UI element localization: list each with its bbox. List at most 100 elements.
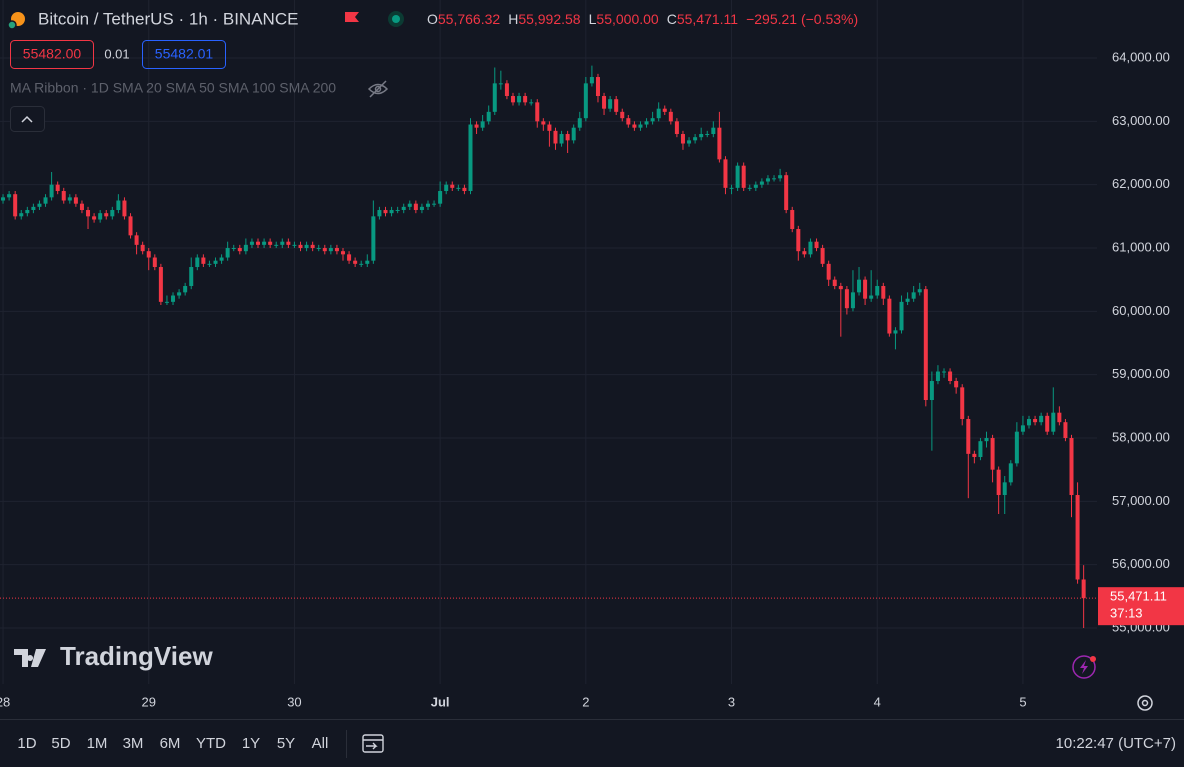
candle-body: [189, 267, 194, 287]
flag-icon[interactable]: [345, 12, 359, 22]
candle-body: [978, 441, 983, 458]
candle-body: [25, 210, 30, 214]
candle-body: [1057, 412, 1062, 423]
candle-body: [49, 184, 54, 198]
candle-body: [371, 216, 376, 261]
candle-body: [711, 127, 716, 135]
candle-body: [917, 289, 922, 293]
candle-body: [893, 330, 898, 334]
candle-body: [116, 200, 121, 211]
candle-body: [213, 260, 218, 264]
candle-body: [523, 96, 528, 103]
alert-bolt: [1080, 660, 1088, 674]
candle-body: [954, 381, 959, 388]
candle-body: [425, 203, 430, 207]
candle-body: [602, 96, 607, 109]
candle-body: [158, 267, 163, 302]
candle-body: [850, 292, 855, 309]
candle-body: [249, 241, 254, 245]
alert-icon[interactable]: [1072, 655, 1096, 679]
buy-box[interactable]: [142, 40, 226, 69]
candle-body: [407, 203, 412, 207]
collapse-button[interactable]: [10, 106, 45, 132]
candle-body: [869, 295, 874, 299]
x-tick-label: 3: [728, 694, 735, 709]
candle-body: [13, 194, 18, 217]
candle-body: [177, 292, 182, 296]
date-range-icon[interactable]: [362, 734, 384, 753]
range-button[interactable]: YTD: [196, 735, 226, 752]
last-price-tag: [1098, 587, 1184, 626]
candle-body: [262, 241, 267, 245]
candle-body: [765, 178, 770, 182]
collapse-icon: [21, 115, 33, 123]
candle-body: [298, 244, 303, 249]
range-button[interactable]: 1Y: [242, 735, 260, 752]
sell-price[interactable]: 55482.00: [23, 46, 82, 62]
candle-body: [152, 257, 157, 268]
range-button[interactable]: 5D: [51, 735, 70, 752]
candle-body: [790, 210, 795, 230]
range-button[interactable]: 1M: [87, 735, 108, 752]
candle-body: [55, 184, 60, 192]
x-tick-label: 29: [142, 694, 156, 709]
range-button[interactable]: 5Y: [277, 735, 295, 752]
candle-body: [984, 438, 989, 442]
candle-body: [510, 96, 515, 103]
candle-body: [717, 127, 722, 160]
ohlc-key: L: [589, 11, 597, 27]
settings-icon[interactable]: [1137, 695, 1153, 711]
candle-body: [7, 194, 12, 198]
candle-body: [413, 203, 418, 211]
candle-body: [650, 118, 655, 122]
candle-body: [146, 251, 151, 258]
ohlc-legend: O55,766.32 H55,992.58 L55,000.00 C55,471.11…: [427, 11, 858, 27]
candle-body: [796, 229, 801, 252]
candle-body: [401, 206, 406, 211]
candle-body: [614, 99, 619, 112]
candle-body: [79, 203, 84, 211]
candle-body: [656, 108, 661, 119]
ohlc-key: H: [508, 11, 518, 27]
candle-body: [571, 127, 576, 141]
candle-body: [741, 165, 746, 188]
candle-body: [438, 191, 443, 204]
candle-body: [529, 102, 534, 104]
candle-body: [1033, 419, 1038, 423]
range-button[interactable]: 3M: [123, 735, 144, 752]
candle-body: [37, 203, 42, 207]
y-tick-label: 63,000.00: [1112, 113, 1170, 128]
indicator[interactable]: MA Ribbon · 1D SMA 20 SMA 50 SMA 100 SMA…: [10, 80, 336, 96]
candle-body: [668, 111, 673, 122]
candle-body: [626, 118, 631, 125]
range-button[interactable]: 1D: [17, 735, 36, 752]
candle-body: [541, 121, 546, 125]
candle-body: [565, 134, 570, 141]
buy-price[interactable]: 55482.01: [155, 46, 214, 62]
range-button[interactable]: 6M: [160, 735, 181, 752]
candle-body: [1039, 415, 1044, 423]
candle-body: [589, 77, 594, 84]
candle-body: [778, 175, 783, 179]
candle-body: [990, 438, 995, 470]
candle-body: [875, 286, 880, 296]
symbol[interactable]: Bitcoin / TetherUS · 1h · BINANCE: [38, 9, 298, 28]
candle-body: [171, 295, 176, 302]
candle-body: [274, 244, 279, 246]
sell-box[interactable]: [10, 40, 94, 69]
status-dot: [392, 15, 400, 23]
candle-body: [334, 248, 339, 252]
candle-body: [1069, 438, 1074, 496]
ohlc-value: 55,992.58: [518, 11, 580, 27]
x-tick-label: 2: [582, 694, 589, 709]
change: −295.21 (−0.53%): [746, 11, 858, 27]
candle-body: [723, 159, 728, 188]
candle-body: [887, 298, 892, 334]
y-tick-label: 61,000.00: [1112, 239, 1170, 254]
candle-body: [644, 121, 649, 125]
candle-body: [735, 165, 740, 188]
candle-body: [322, 248, 327, 252]
hide-icon[interactable]: [367, 80, 389, 98]
candles: [1, 65, 1086, 629]
range-button[interactable]: All: [312, 735, 329, 752]
